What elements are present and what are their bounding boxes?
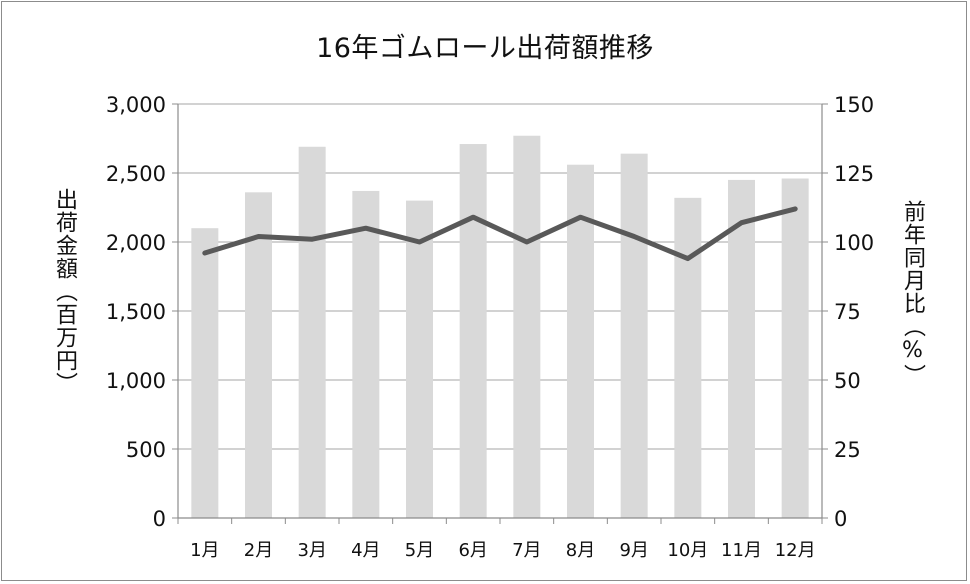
x-tick-label: 10月 xyxy=(667,540,708,561)
y-tick-label-left: 2,000 xyxy=(106,231,166,255)
y-tick-label-left: 2,500 xyxy=(106,162,166,186)
x-tick-label: 12月 xyxy=(775,540,816,561)
tick-labels: 0 0 500 25 1,000 50 1,500 75 2,000 100 2,500 125 3,0… xyxy=(106,93,874,561)
x-tick-label: 6月 xyxy=(458,540,487,561)
y-tick-label-right: 150 xyxy=(834,93,874,117)
y-tick-label-left: 3,000 xyxy=(106,93,166,117)
y-tick-label-right: 75 xyxy=(834,300,861,324)
y-tick-label-right: 100 xyxy=(834,231,874,255)
x-tick-label: 3月 xyxy=(297,540,326,561)
bar xyxy=(459,144,487,518)
x-tick-label: 2月 xyxy=(244,540,273,561)
line-series-path xyxy=(202,206,798,262)
x-tick-label: 11月 xyxy=(721,540,762,561)
bar xyxy=(513,135,541,519)
y-tick-label-left: 0 xyxy=(153,507,166,531)
bar xyxy=(298,146,326,518)
bar xyxy=(620,153,648,518)
bar xyxy=(191,228,219,518)
line-series xyxy=(202,206,798,262)
y-tick-label-left: 1,000 xyxy=(106,369,166,393)
x-tick-label: 5月 xyxy=(405,540,434,561)
x-tick-label: 8月 xyxy=(566,540,595,561)
bar xyxy=(781,178,809,518)
bar xyxy=(352,190,380,518)
x-tick-label: 9月 xyxy=(619,540,648,561)
y-axis-label-right: 前年同月比（%） xyxy=(900,200,925,387)
y-axis-label-left: 出荷金額（百万円） xyxy=(52,188,77,395)
y-tick-label-left: 500 xyxy=(126,438,166,462)
x-tick-label: 7月 xyxy=(512,540,541,561)
y-tick-label-right: 50 xyxy=(834,369,861,393)
y-tick-label-right: 25 xyxy=(834,438,861,462)
gridlines xyxy=(178,103,822,450)
x-tick-label: 4月 xyxy=(351,540,380,561)
y-tick-label-right: 0 xyxy=(834,507,847,531)
bar xyxy=(728,179,755,518)
x-tick-label: 1月 xyxy=(190,540,219,561)
bars xyxy=(191,135,809,519)
bar xyxy=(245,192,272,518)
chart-title: 16年ゴムロール出荷額推移 xyxy=(316,33,654,64)
y-tick-label-right: 125 xyxy=(834,162,874,186)
bar xyxy=(406,200,433,518)
axes xyxy=(172,103,828,524)
y-tick-label-left: 1,500 xyxy=(106,300,166,324)
bar xyxy=(674,197,702,518)
